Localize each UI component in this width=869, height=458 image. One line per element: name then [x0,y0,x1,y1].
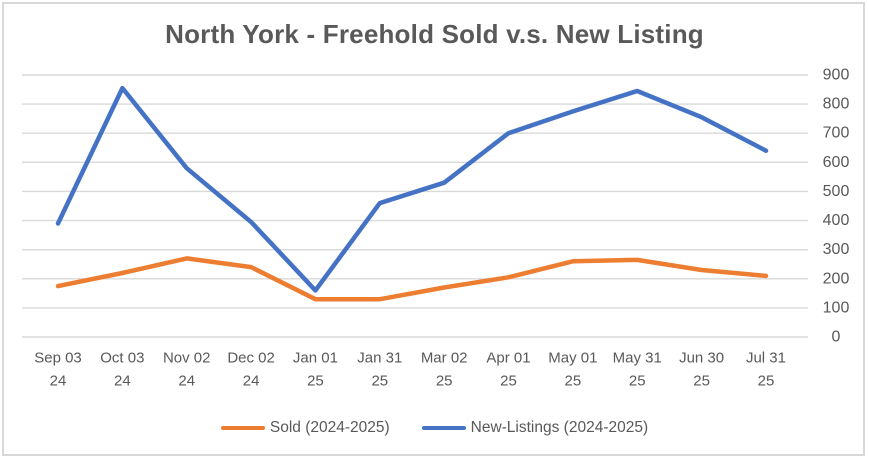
chart-title: North York - Freehold Sold v.s. New List… [165,19,704,49]
legend-item-new-listings: New-Listings (2024-2025) [421,419,649,437]
y-axis-tick-label: 700 [823,125,850,142]
x-axis-tick-label-date: Jul 31 [746,350,786,367]
x-axis-tick-label-date: Nov 02 [163,350,211,367]
x-axis-tick-label-year: 25 [307,373,324,390]
y-axis-tick-label: 200 [823,270,850,287]
y-axis-tick-label: 900 [823,67,850,84]
x-axis-tick-label-year: 24 [114,373,131,390]
y-axis-tick-label: 300 [823,241,850,258]
x-axis-tick-label-date: May 31 [613,350,662,367]
x-axis-tick-label-date: Oct 03 [100,350,144,367]
new-listings-series-line [55,85,769,293]
x-axis-tick-label-year: 25 [500,373,517,390]
y-axis-tick-label: 800 [823,96,850,113]
x-axis-tick-label-year: 25 [371,373,388,390]
legend-swatch-sold [220,425,265,431]
legend-label-new-listings: New-Listings (2024-2025) [470,419,649,436]
legend-swatch-new-listings [421,425,466,431]
x-axis-tick-label-year: 25 [565,373,582,390]
x-axis-tick-label-date: Jun 30 [679,350,724,367]
x-axis-tick-label-date: Dec 02 [227,350,275,367]
legend-label-sold: Sold (2024-2025) [269,419,390,436]
y-axis-tick-label: 0 [832,329,841,346]
x-axis-tick-label-date: May 01 [548,350,597,367]
x-axis-tick-label-year: 24 [243,373,260,390]
legend-item-sold: Sold (2024-2025) [220,419,390,437]
sold-series-line [55,256,769,302]
x-axis-tick-label-date: Apr 01 [486,350,530,367]
x-axis-tick-label-date: Jan 01 [293,350,338,367]
x-axis-tick-label-date: Sep 03 [34,350,82,367]
x-axis-tick-label-year: 25 [693,373,710,390]
x-axis-tick-label-date: Mar 02 [421,350,468,367]
y-axis-tick-label: 400 [823,212,850,229]
y-axis-tick-label: 600 [823,154,850,171]
y-axis-tick-label: 500 [823,183,850,200]
x-axis-tick-label-year: 25 [629,373,646,390]
x-axis-tick-label-year: 24 [50,373,67,390]
x-axis-tick-label-year: 25 [758,373,775,390]
legend: Sold (2024-2025) New-Listings (2024-2025… [0,417,869,439]
x-axis-tick-label-year: 24 [178,373,195,390]
y-axis-tick-label: 100 [823,299,850,316]
x-axis-tick-label-year: 25 [436,373,453,390]
x-axis-tick-label-date: Jan 31 [357,350,402,367]
